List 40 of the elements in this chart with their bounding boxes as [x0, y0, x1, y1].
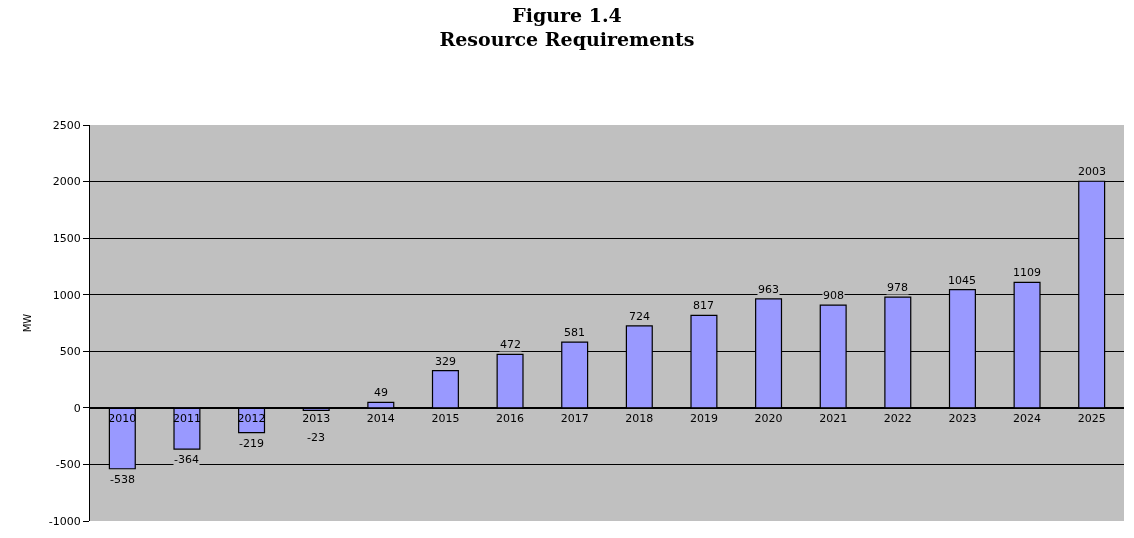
y-tick-label: 500	[59, 345, 81, 359]
x-tick-label: 2022	[883, 412, 912, 426]
y-axis-title: MW	[21, 313, 33, 333]
x-tick-label: 2025	[1077, 412, 1106, 426]
x-tick-label: 2013	[302, 412, 331, 426]
x-tick-label: 2017	[560, 412, 589, 426]
x-tick-label: 2014	[366, 412, 395, 426]
x-tick-label: 2018	[625, 412, 654, 426]
y-tick-label: 1500	[52, 231, 81, 245]
x-tick-label: 2015	[431, 412, 460, 426]
y-tick-label: 2000	[52, 175, 81, 189]
data-label: 724	[629, 310, 650, 323]
data-label: 472	[500, 338, 521, 351]
y-tick-label: 0	[73, 401, 81, 415]
x-tick-label: 2021	[819, 412, 848, 426]
data-label: 49	[374, 386, 388, 399]
x-tick-label: 2020	[754, 412, 783, 426]
x-tick-label: 2024	[1013, 412, 1042, 426]
y-tick-label: -500	[55, 458, 81, 472]
y-tick-label: 1000	[52, 288, 81, 302]
chart-title: Figure 1.4	[512, 3, 622, 26]
data-label: 2003	[1078, 165, 1106, 178]
chart-subtitle: Resource Requirements	[439, 28, 695, 51]
data-label: 329	[435, 355, 456, 368]
data-label: 963	[758, 283, 779, 296]
data-label: 817	[693, 299, 714, 312]
data-label: 978	[887, 281, 908, 294]
x-tick-label: 2019	[689, 412, 718, 426]
data-label: 1109	[1013, 266, 1041, 279]
x-tick-label: 2023	[948, 412, 977, 426]
data-label: -219	[239, 437, 264, 450]
x-tick-label: 2016	[496, 412, 525, 426]
data-label: 1045	[948, 274, 976, 287]
data-label: -364	[174, 453, 199, 466]
y-tick-label: -1000	[48, 514, 81, 528]
data-label: 581	[564, 326, 585, 339]
data-label: -538	[110, 473, 135, 486]
data-label: 908	[823, 289, 844, 302]
data-label: -23	[307, 431, 325, 444]
y-tick-label: 2500	[52, 118, 81, 132]
